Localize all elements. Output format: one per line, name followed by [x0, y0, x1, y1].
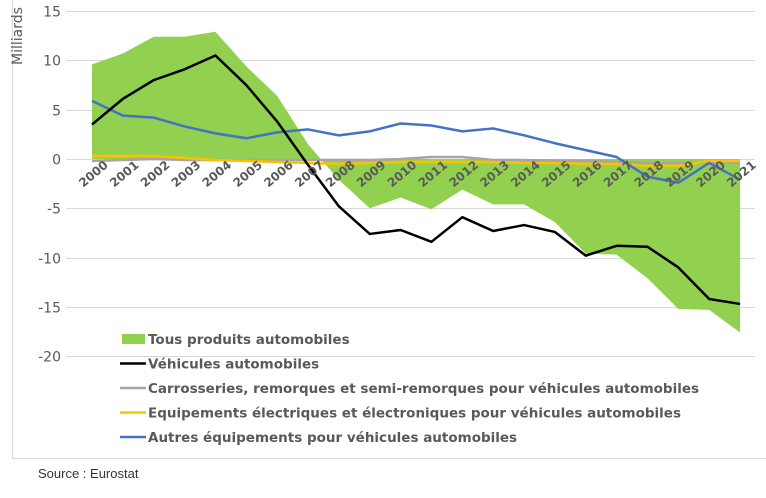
- legend-label: Autres équipements pour véhicules automo…: [148, 430, 517, 446]
- legend-item: Equipements électriques et électroniques…: [120, 406, 681, 422]
- legend-item: Carrosseries, remorques et semi-remorque…: [120, 381, 699, 397]
- legend-swatch: [122, 334, 145, 344]
- y-axis-label: Milliards: [10, 7, 26, 65]
- y-tick-label: -5: [47, 202, 61, 218]
- series-line-equipements-electriques: [91, 154, 741, 168]
- legend-item: Tous produits automobiles: [122, 332, 350, 348]
- x-tick-label: 2001: [107, 158, 142, 190]
- series-area-tous-produits: [92, 31, 741, 333]
- x-tick-label: 2004: [200, 158, 235, 190]
- series-line-equipements-electriques-path: [92, 154, 741, 168]
- legend-label: Equipements électriques et électroniques…: [148, 406, 681, 422]
- y-tick-label: 15: [43, 5, 61, 21]
- legend-label: Véhicules automobiles: [148, 357, 319, 373]
- y-tick-label: -20: [38, 350, 61, 366]
- y-tick-label: -15: [38, 301, 61, 317]
- legend-label: Tous produits automobiles: [148, 332, 350, 348]
- x-tick-label: 2002: [138, 158, 173, 190]
- series-line-vehicules-path: [91, 54, 741, 306]
- series-line-vehicules: [91, 54, 741, 306]
- y-tick-label: 10: [43, 54, 61, 70]
- legend: Tous produits automobiles Véhicules autom…: [120, 332, 699, 446]
- legend-label: Carrosseries, remorques et semi-remorque…: [148, 381, 699, 397]
- y-tick-label: 5: [52, 104, 61, 120]
- x-tick-label: 2000: [76, 158, 111, 190]
- y-axis-ticks: 15 10 5 0 -5 -10 -15 -20: [38, 5, 61, 366]
- x-tick-label: 2003: [169, 158, 204, 190]
- legend-item: Autres équipements pour véhicules automo…: [120, 430, 517, 446]
- y-tick-label: -10: [38, 252, 61, 268]
- series-line-autres-equipements-path: [91, 99, 741, 184]
- legend-item: Véhicules automobiles: [120, 357, 319, 373]
- series-line-autres-equipements: [91, 99, 741, 184]
- source-note: Source : Eurostat: [38, 466, 139, 481]
- x-tick-label: 2005: [230, 158, 265, 190]
- y-tick-label: 0: [52, 153, 61, 169]
